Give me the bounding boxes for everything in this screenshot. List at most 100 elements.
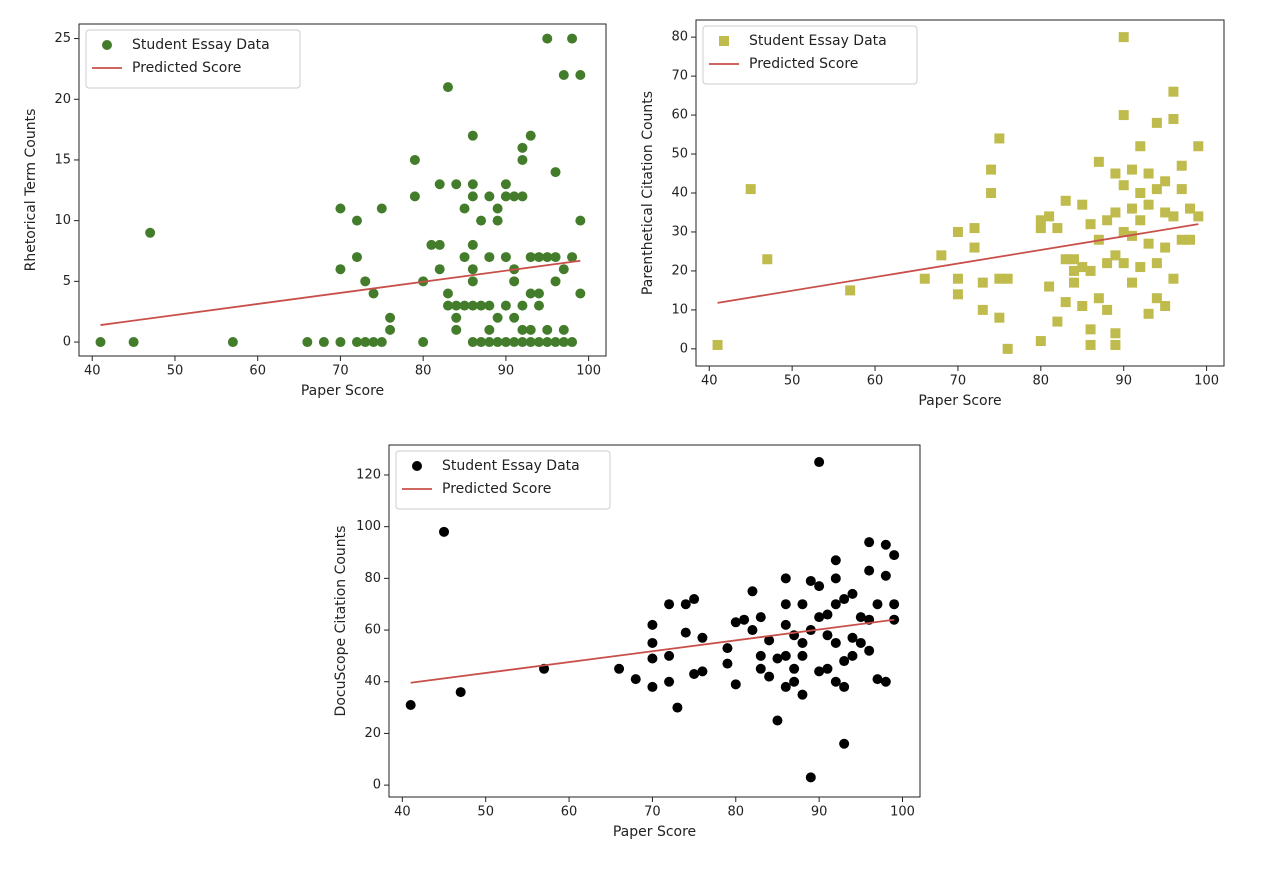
point xyxy=(764,671,775,682)
point xyxy=(889,550,900,561)
point xyxy=(533,300,544,311)
point xyxy=(351,337,362,348)
x-tick-label: 100 xyxy=(890,805,915,820)
point xyxy=(1185,203,1196,214)
point xyxy=(712,339,723,350)
legend-frame xyxy=(85,29,301,89)
point xyxy=(575,288,586,299)
chart: 40 50 60 70 80 90 100 0 20 40 60 80 100 120 Paper Scor… xyxy=(333,444,921,840)
y-tick-label: 15 xyxy=(54,152,71,167)
point xyxy=(442,288,453,299)
point xyxy=(484,337,495,348)
point xyxy=(1160,300,1171,311)
point xyxy=(952,289,963,300)
y-tick-label: 10 xyxy=(671,302,688,317)
point xyxy=(1160,242,1171,253)
x-tick-label: 60 xyxy=(561,805,578,820)
legend-swatch xyxy=(719,36,729,46)
point xyxy=(1151,258,1162,269)
point xyxy=(722,658,733,669)
point xyxy=(1143,168,1154,179)
point xyxy=(368,337,379,348)
point xyxy=(1135,188,1146,198)
y-tick-label: 5 xyxy=(63,274,71,289)
point xyxy=(1143,308,1154,319)
y-tick-label: 0 xyxy=(63,335,71,350)
y-tick-label: 20 xyxy=(54,92,71,107)
point xyxy=(1193,211,1204,222)
point xyxy=(647,653,658,664)
point xyxy=(689,594,700,605)
point xyxy=(550,167,561,178)
x-tick-label: 90 xyxy=(811,805,828,820)
point xyxy=(839,738,850,749)
x-tick-label: 70 xyxy=(644,805,661,820)
point xyxy=(864,537,875,548)
point xyxy=(969,242,980,253)
point xyxy=(880,676,891,687)
point xyxy=(509,276,520,287)
point xyxy=(780,650,791,661)
point xyxy=(797,637,808,648)
point xyxy=(484,252,495,263)
point xyxy=(1118,258,1129,269)
point xyxy=(542,252,553,263)
point xyxy=(567,33,578,44)
x-axis-label: Paper Score xyxy=(301,383,384,399)
point xyxy=(509,312,520,323)
point xyxy=(814,612,825,623)
point xyxy=(880,570,891,581)
point xyxy=(335,264,346,275)
point xyxy=(1135,141,1146,152)
point xyxy=(847,650,858,661)
point xyxy=(360,337,371,348)
point xyxy=(772,715,783,726)
x-tick-label: 50 xyxy=(167,364,184,379)
point xyxy=(484,324,495,335)
point xyxy=(426,239,437,250)
point xyxy=(476,337,487,348)
point xyxy=(533,337,544,348)
point xyxy=(1060,297,1071,308)
point xyxy=(1118,110,1129,121)
x-tick-label: 40 xyxy=(701,374,718,389)
point xyxy=(1176,184,1187,195)
point xyxy=(467,130,478,141)
x-axis-label: Paper Score xyxy=(613,824,696,840)
point xyxy=(351,252,362,263)
point xyxy=(558,324,569,335)
point xyxy=(847,632,858,643)
point xyxy=(128,337,139,348)
point xyxy=(1110,207,1121,218)
x-tick-label: 40 xyxy=(394,805,411,820)
point xyxy=(1035,215,1046,226)
point xyxy=(500,179,511,190)
point xyxy=(797,689,808,700)
point xyxy=(385,312,396,323)
point xyxy=(664,599,675,610)
point xyxy=(525,337,536,348)
point xyxy=(664,650,675,661)
axes-frame xyxy=(78,23,607,357)
point xyxy=(664,676,675,687)
point xyxy=(952,226,963,237)
point xyxy=(1110,250,1121,261)
point xyxy=(1135,262,1146,273)
point xyxy=(755,612,766,623)
point xyxy=(492,312,503,323)
point xyxy=(1044,281,1055,292)
plot-area xyxy=(95,33,586,348)
point xyxy=(1068,254,1079,265)
point xyxy=(789,663,800,674)
point xyxy=(994,312,1005,323)
point xyxy=(467,191,478,202)
point xyxy=(517,142,528,153)
y-axis-label: Parenthetical Citation Counts xyxy=(640,91,656,295)
point xyxy=(467,300,478,311)
point xyxy=(1168,273,1179,284)
point xyxy=(145,227,156,238)
point xyxy=(780,599,791,610)
point xyxy=(451,324,462,335)
point xyxy=(1135,215,1146,226)
point xyxy=(467,179,478,190)
